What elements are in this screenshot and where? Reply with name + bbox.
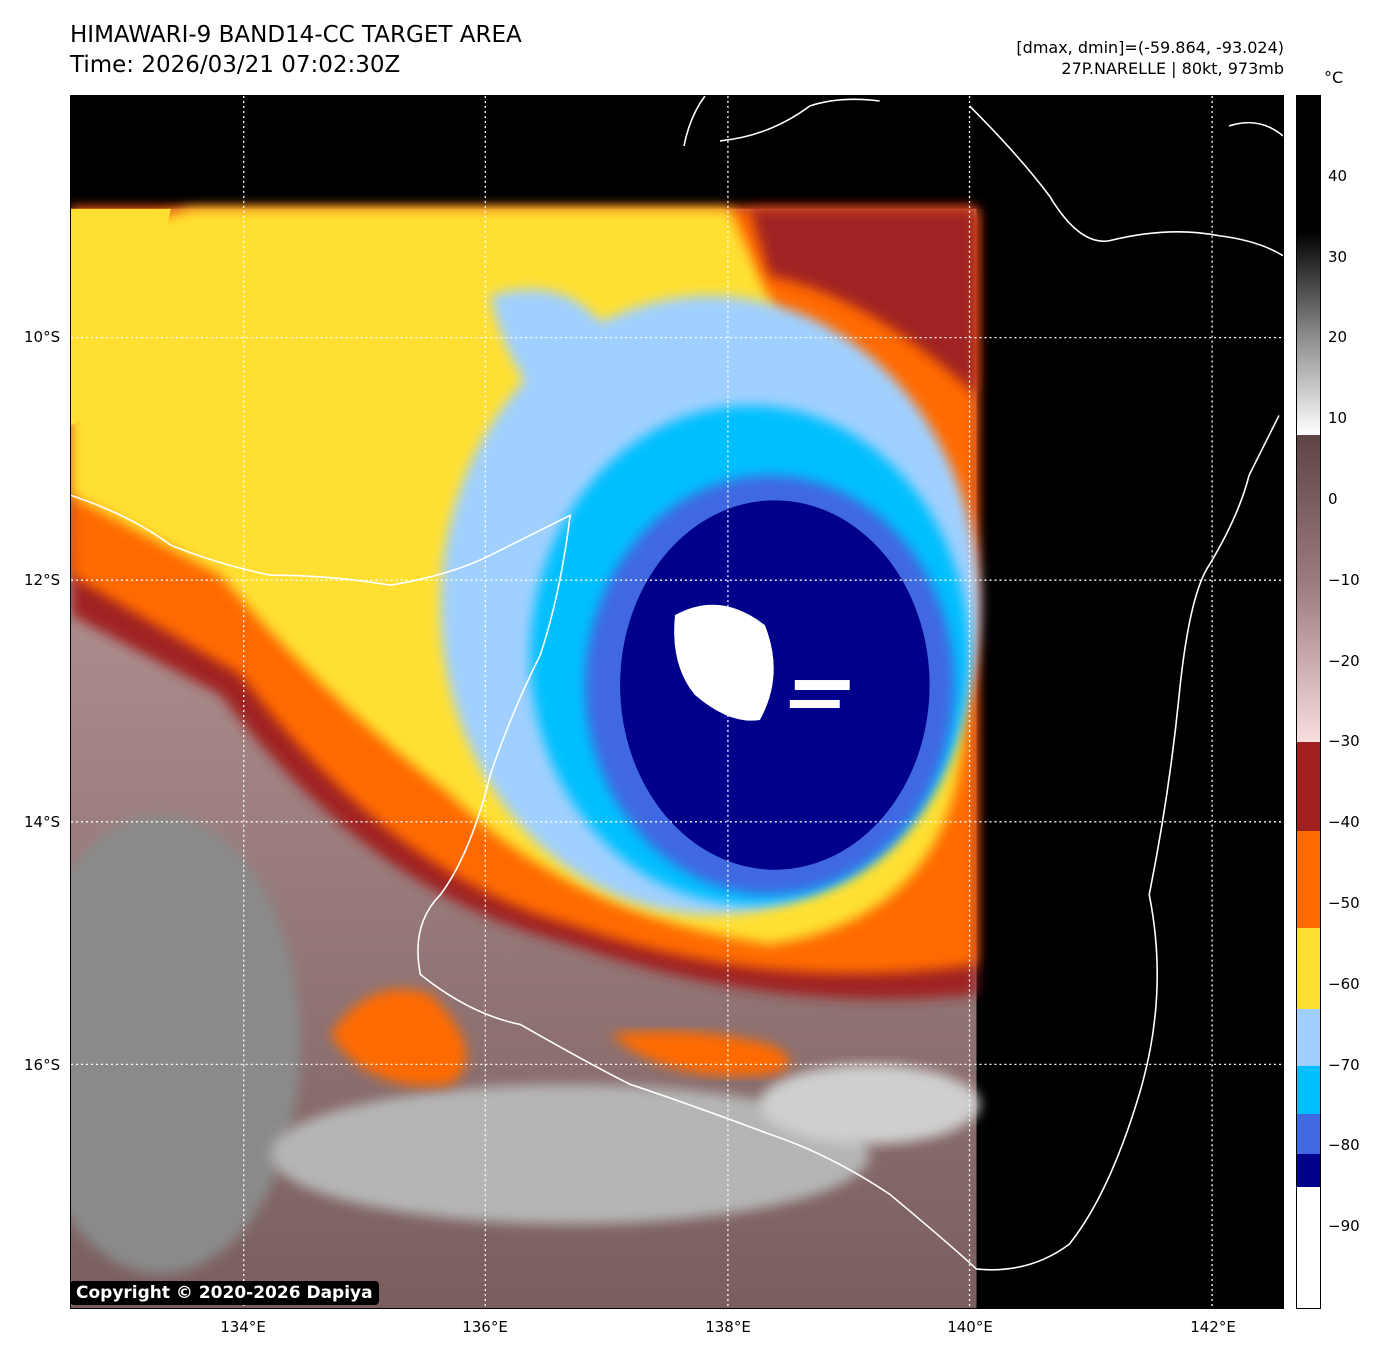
colorbar-band bbox=[1297, 928, 1320, 1010]
colorbar-tick: 10 bbox=[1328, 409, 1348, 428]
lat-tick: 10°S bbox=[24, 328, 61, 346]
lon-tick: 134°E bbox=[220, 1318, 266, 1336]
colorbar-tick: 0 bbox=[1328, 490, 1338, 508]
lat-tick: 12°S bbox=[24, 571, 61, 589]
lon-tick: 142°E bbox=[1190, 1318, 1236, 1336]
colorbar-band bbox=[1297, 1154, 1320, 1187]
colorbar-band bbox=[1297, 1186, 1320, 1308]
lat-tick: 14°S bbox=[24, 813, 61, 831]
dmax-dmin-readout: [dmax, dmin]=(-59.864, -93.024) bbox=[1016, 38, 1284, 57]
colorbar-band bbox=[1297, 96, 1320, 436]
timestamp: Time: 2026/03/21 07:02:30Z bbox=[70, 52, 401, 78]
lon-tick: 138°E bbox=[705, 1318, 751, 1336]
colorbar-band bbox=[1297, 742, 1320, 832]
lat-tick: 16°S bbox=[24, 1056, 61, 1074]
colorbar-tick: 20 bbox=[1328, 328, 1348, 347]
colorbar-tick: −60 bbox=[1328, 974, 1360, 993]
colorbar-tick: −30 bbox=[1328, 732, 1360, 751]
chart-title: HIMAWARI-9 BAND14-CC TARGET AREA bbox=[70, 22, 522, 48]
colorbar-tick: −90 bbox=[1328, 1217, 1360, 1236]
colorbar-tick: −40 bbox=[1328, 813, 1360, 832]
gridlines bbox=[71, 96, 1283, 1308]
colorbar bbox=[1296, 95, 1321, 1309]
colorbar-band bbox=[1297, 1009, 1320, 1066]
colorbar-band bbox=[1297, 1114, 1320, 1155]
colorbar-unit: °C bbox=[1324, 68, 1344, 87]
colorbar-tick: −10 bbox=[1328, 570, 1360, 589]
colorbar-tick: 40 bbox=[1328, 166, 1348, 185]
ir-imagery bbox=[71, 208, 980, 1308]
colorbar-tick: 30 bbox=[1328, 247, 1348, 266]
satellite-map bbox=[70, 95, 1284, 1309]
storm-info: 27P.NARELLE | 80kt, 973mb bbox=[1061, 59, 1284, 78]
colorbar-band bbox=[1297, 435, 1320, 743]
colorbar-band bbox=[1297, 1065, 1320, 1115]
colorbar-tick: −80 bbox=[1328, 1136, 1360, 1155]
lon-tick: 140°E bbox=[947, 1318, 993, 1336]
coastlines bbox=[71, 96, 1283, 1271]
colorbar-band bbox=[1297, 831, 1320, 929]
colorbar-tick: −20 bbox=[1328, 651, 1360, 670]
lon-tick: 136°E bbox=[462, 1318, 508, 1336]
copyright-label: Copyright © 2020-2026 Dapiya bbox=[70, 1281, 379, 1305]
colorbar-tick: −50 bbox=[1328, 894, 1360, 912]
colorbar-tick: −70 bbox=[1328, 1055, 1360, 1074]
